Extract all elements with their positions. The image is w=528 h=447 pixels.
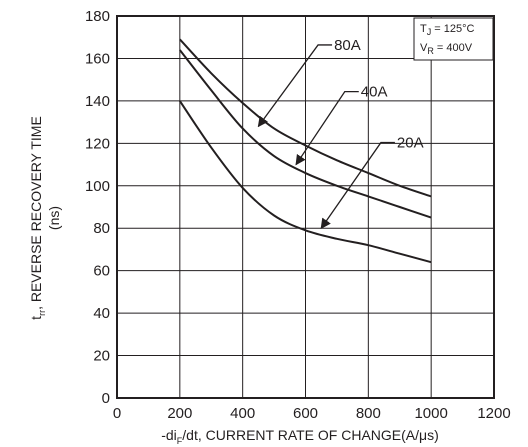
x-tick-label: 0 [113, 405, 121, 422]
series-label: 20A [397, 135, 424, 152]
grid [117, 16, 494, 398]
series-callout-arrow [257, 44, 333, 128]
y-tick-label: 180 [85, 8, 110, 25]
y-tick-label: 120 [85, 135, 110, 152]
y-tick-label: 60 [93, 263, 110, 280]
x-tick-label: 200 [167, 405, 192, 422]
condition-vr: VR = 400V [420, 42, 473, 56]
tick-labels: 0 200 400 600 800 1000 1200 0 20 40 60 80 100 120 140 1… [85, 8, 511, 422]
series-layer: 80A 40A 20A [179, 37, 432, 264]
y-tick-label: 100 [85, 178, 110, 195]
y-axis-title: trr, REVERSE RECOVERY TIME (ns) [28, 116, 62, 320]
y-axis-unit: (ns) [46, 206, 62, 230]
y-tick-label: 140 [85, 93, 110, 110]
y-tick-label: 40 [93, 305, 110, 322]
series-label: 80A [334, 37, 361, 54]
y-tick-label: 160 [85, 50, 110, 67]
series-label: 40A [361, 84, 388, 101]
series-line-20A [179, 100, 432, 264]
x-tick-label: 1000 [414, 405, 447, 422]
series-callout-arrow [295, 90, 359, 166]
conditions-box: TJ = 125°C VR = 400V [413, 17, 494, 61]
x-axis-title: -diF/dt, CURRENT RATE OF CHANGE(A/μs) [161, 427, 439, 446]
y-tick-label: 0 [102, 390, 110, 407]
x-tick-label: 800 [356, 405, 381, 422]
y-tick-label: 20 [93, 348, 110, 365]
condition-tj: TJ = 125°C [420, 23, 475, 37]
x-tick-label: 400 [230, 405, 255, 422]
series-line-80A [179, 38, 432, 198]
x-tick-label: 600 [293, 405, 318, 422]
svg-text:trr, REVERSE RECOVERY TIME: trr, REVERSE RECOVERY TIME [28, 116, 47, 320]
plot-frame [116, 15, 495, 399]
series-line-40A [179, 49, 432, 219]
x-tick-label: 1200 [477, 405, 510, 422]
series-callout-arrow [320, 141, 395, 230]
y-tick-label: 80 [93, 220, 110, 237]
